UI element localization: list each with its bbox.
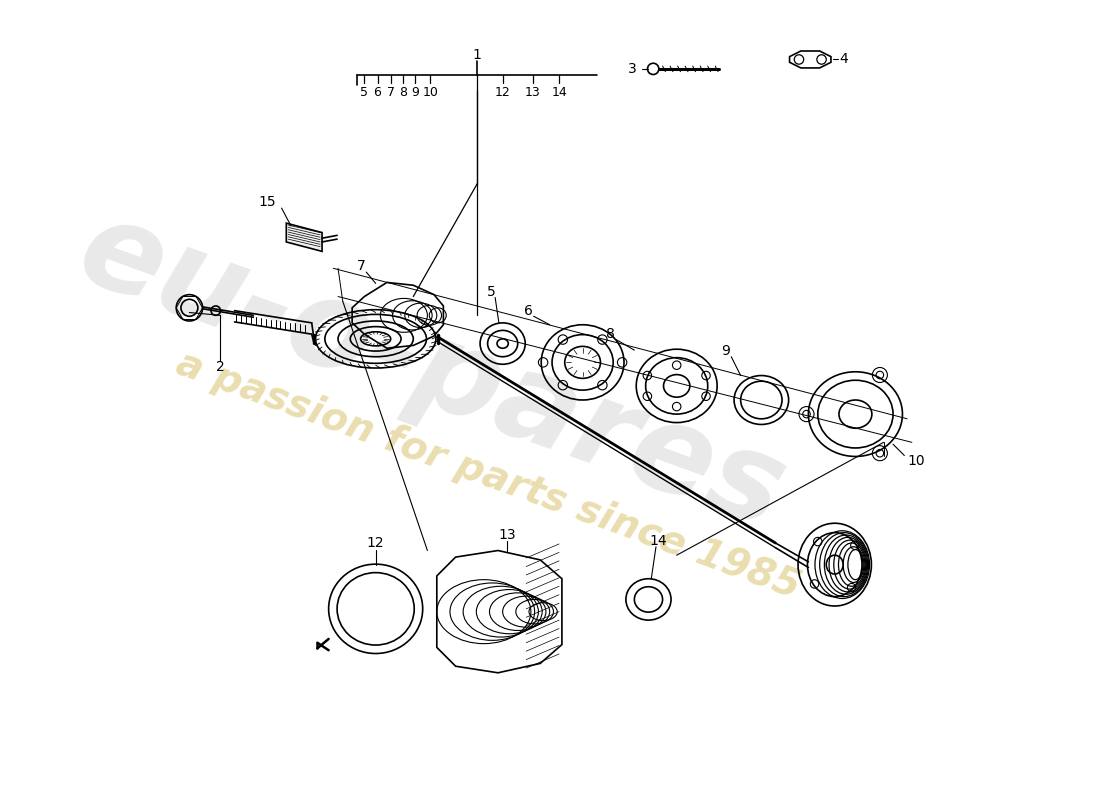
Text: a passion for parts since 1985: a passion for parts since 1985 xyxy=(172,344,805,606)
Text: 4: 4 xyxy=(839,53,848,66)
Text: 1: 1 xyxy=(473,48,482,62)
Text: 7: 7 xyxy=(387,86,395,99)
Text: 12: 12 xyxy=(495,86,510,99)
Text: 5: 5 xyxy=(487,285,496,299)
Text: 8: 8 xyxy=(399,86,407,99)
Polygon shape xyxy=(286,223,322,251)
Text: 14: 14 xyxy=(649,534,667,548)
Text: 10: 10 xyxy=(908,454,925,468)
Text: 8: 8 xyxy=(606,327,615,341)
Text: 13: 13 xyxy=(525,86,540,99)
Text: 9: 9 xyxy=(722,344,730,358)
Text: 2: 2 xyxy=(216,360,224,374)
Text: 3: 3 xyxy=(627,62,636,76)
Text: 15: 15 xyxy=(258,195,276,210)
Text: 13: 13 xyxy=(498,527,516,542)
Text: 10: 10 xyxy=(422,86,438,99)
Text: 6: 6 xyxy=(374,86,382,99)
Text: 14: 14 xyxy=(551,86,566,99)
Text: 12: 12 xyxy=(366,536,385,550)
Text: 6: 6 xyxy=(524,304,532,318)
Text: 9: 9 xyxy=(411,86,419,99)
Text: eu-o-pares: eu-o-pares xyxy=(64,190,801,554)
Text: 5: 5 xyxy=(361,86,368,99)
Text: 7: 7 xyxy=(358,259,366,274)
